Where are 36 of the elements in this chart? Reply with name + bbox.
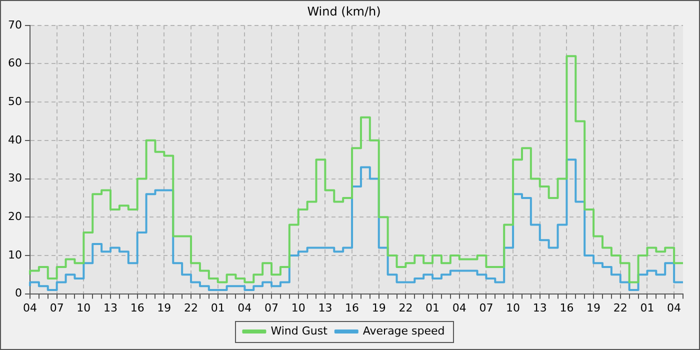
x-tick-label: 22 [184, 301, 198, 314]
chart-title: Wind (km/h) [307, 4, 381, 18]
legend-label: Average speed [362, 324, 445, 338]
x-tick-label: 01 [426, 301, 440, 314]
x-tick-label: 10 [291, 301, 306, 314]
y-tick-label: 50 [8, 94, 22, 108]
x-tick-label: 07 [479, 301, 494, 314]
x-tick-label: 13 [318, 301, 332, 314]
y-tick-label: 30 [8, 172, 22, 185]
x-tick-label: 04 [22, 301, 37, 314]
x-tick-label: 13 [104, 301, 118, 314]
y-tick-label: 0 [14, 286, 22, 300]
x-tick-label: 04 [452, 301, 466, 314]
x-tick-label: 10 [76, 301, 91, 314]
y-tick-label: 20 [8, 210, 22, 223]
x-tick-label: 04 [238, 301, 252, 314]
x-tick-label: 16 [345, 301, 360, 314]
x-tick-label: 16 [130, 301, 144, 314]
x-tick-label: 19 [372, 301, 386, 314]
legend-label: Wind Gust [270, 324, 328, 338]
y-tick-label: 40 [8, 133, 22, 146]
x-tick-label: 01 [210, 301, 225, 314]
y-tick-label: 70 [8, 18, 22, 32]
x-tick-label: 13 [532, 301, 547, 314]
x-tick-label: 19 [157, 301, 172, 314]
y-tick-label: 10 [8, 248, 22, 262]
x-tick-label: 07 [264, 301, 279, 314]
x-tick-label: 22 [613, 301, 628, 314]
x-tick-label: 19 [586, 301, 601, 314]
x-tick-label: 22 [398, 301, 413, 314]
x-tick-label: 10 [506, 301, 520, 314]
y-tick-label: 60 [8, 56, 22, 70]
x-tick-label: 07 [50, 301, 64, 314]
x-tick-label: 16 [560, 301, 574, 314]
x-tick-label: 04 [667, 301, 682, 314]
x-tick-label: 01 [640, 301, 654, 314]
